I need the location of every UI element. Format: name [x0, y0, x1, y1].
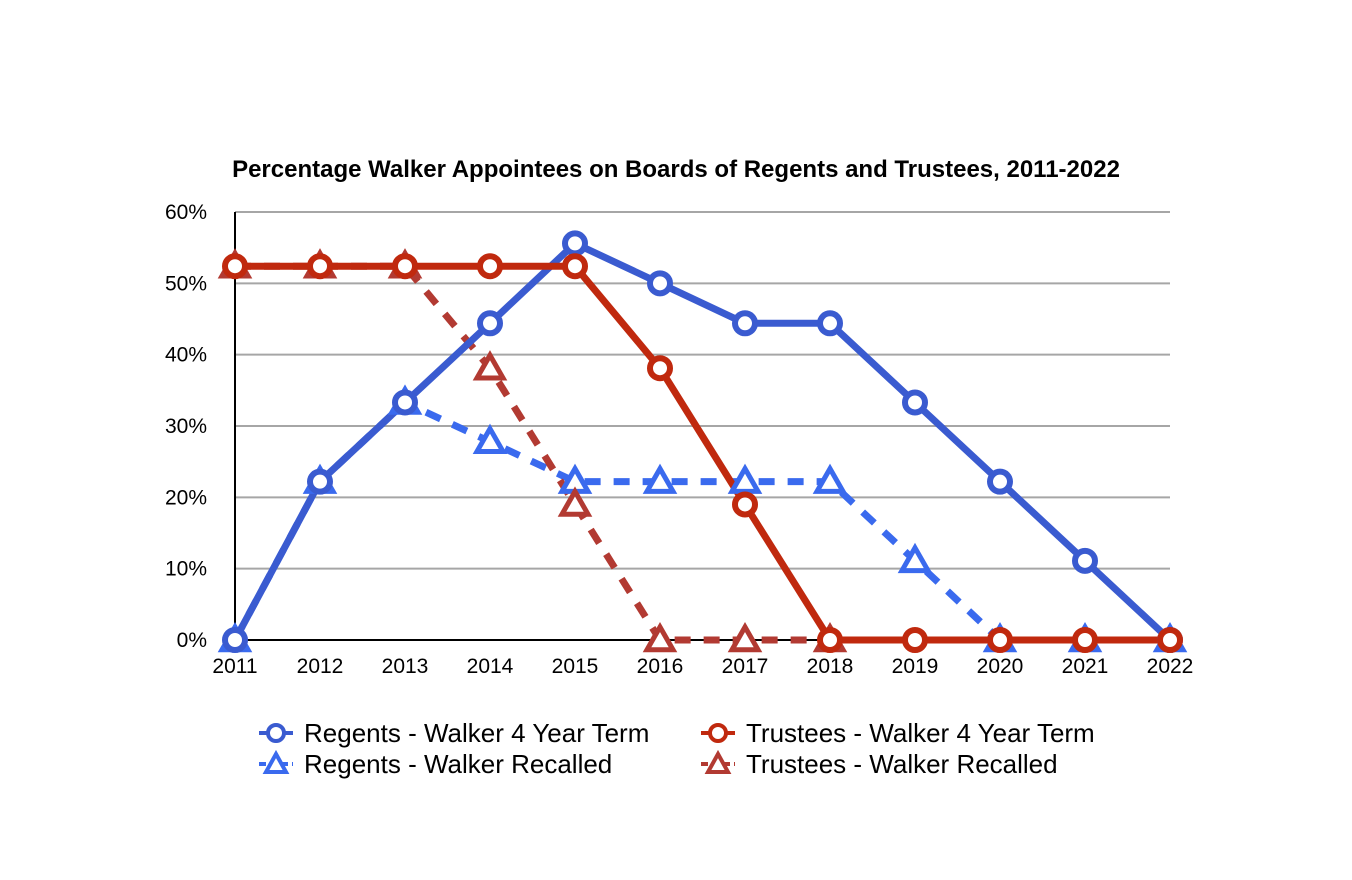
- legend-item-trustees-recalled: Trustees - Walker Recalled: [700, 749, 1095, 780]
- y-tick-label: 50%: [165, 272, 207, 295]
- x-tick-label: 2018: [807, 655, 854, 678]
- legend-item-trustees-4-year-term: Trustees - Walker 4 Year Term: [700, 718, 1095, 749]
- legend-label-regents-recalled: Regents - Walker Recalled: [304, 749, 613, 779]
- legend-item-regents-recalled: Regents - Walker Recalled: [258, 749, 649, 780]
- series-markers: [217, 230, 1188, 653]
- x-tick-label: 2015: [552, 655, 599, 678]
- data-point-trustees-walker-4-year-term: [817, 627, 843, 653]
- data-point-trustees-walker-4-year-term: [307, 253, 333, 280]
- data-point-regents-walker-recalled: [642, 463, 678, 494]
- legend-label-regents-4-year-term: Regents - Walker 4 Year Term: [304, 718, 650, 748]
- data-point-trustees-walker-recalled: [557, 486, 593, 517]
- x-tick-label: 2020: [977, 655, 1024, 678]
- data-point-regents-walker-4-year-term: [987, 468, 1013, 495]
- data-point-regents-walker-recalled: [812, 463, 848, 494]
- x-tick-label: 2016: [637, 655, 684, 678]
- data-point-trustees-walker-4-year-term: [222, 253, 248, 280]
- x-tick-label: 2011: [212, 655, 257, 678]
- legend-swatch-trustees-recalled: [701, 749, 735, 774]
- chart-title: Percentage Walker Appointees on Boards o…: [232, 156, 1120, 183]
- legend-label-trustees-4-year-term: Trustees - Walker 4 Year Term: [746, 718, 1095, 748]
- data-point-trustees-walker-4-year-term: [732, 491, 758, 518]
- data-point-regents-walker-4-year-term: [562, 230, 588, 257]
- series-lines: [231, 239, 1173, 644]
- data-point-regents-walker-4-year-term: [392, 389, 418, 416]
- legend-column-right: Trustees - Walker 4 Year Term Trustees -…: [700, 718, 1095, 780]
- data-point-trustees-walker-4-year-term: [647, 355, 673, 382]
- data-point-regents-walker-recalled: [727, 463, 763, 494]
- x-tick-label: 2021: [1062, 655, 1109, 678]
- x-tick-label: 2014: [467, 655, 514, 678]
- data-point-trustees-walker-4-year-term: [1157, 627, 1183, 653]
- x-tick-label: 2013: [382, 655, 429, 678]
- data-point-trustees-walker-4-year-term: [477, 253, 503, 280]
- x-tick-label: 2012: [297, 655, 344, 678]
- y-tick-label: 30%: [165, 415, 207, 438]
- data-point-trustees-walker-recalled: [472, 350, 508, 381]
- y-axis-tick-labels: 0% 10% 20% 30% 40% 50% 60%: [165, 201, 207, 652]
- data-point-regents-walker-recalled: [472, 423, 508, 454]
- x-tick-label: 2017: [722, 655, 769, 678]
- data-point-trustees-walker-4-year-term: [1072, 627, 1098, 653]
- data-point-trustees-walker-recalled: [642, 621, 678, 653]
- x-tick-label: 2022: [1147, 655, 1194, 678]
- x-tick-label: 2019: [892, 655, 939, 678]
- y-tick-label: 60%: [165, 201, 207, 224]
- x-axis-tick-labels: 2011 2012 2013 2014 2015 2016 2017 2018 2019 2020…: [212, 655, 1193, 678]
- data-point-regents-walker-4-year-term: [647, 270, 673, 297]
- data-point-trustees-walker-4-year-term: [562, 253, 588, 280]
- data-point-regents-walker-4-year-term: [307, 468, 333, 495]
- data-point-trustees-walker-recalled: [727, 621, 763, 653]
- data-point-regents-walker-4-year-term: [1072, 547, 1098, 574]
- legend-column-left: Regents - Walker 4 Year Term Regents - W…: [258, 718, 649, 780]
- data-point-regents-walker-4-year-term: [477, 310, 503, 337]
- data-point-regents-walker-4-year-term: [222, 627, 248, 653]
- legend-item-regents-4-year-term: Regents - Walker 4 Year Term: [258, 718, 649, 749]
- data-point-regents-walker-recalled: [897, 542, 933, 574]
- y-tick-label: 0%: [177, 629, 207, 652]
- data-point-regents-walker-4-year-term: [732, 310, 758, 337]
- legend-swatch-regents-recalled: [259, 749, 293, 774]
- legend-swatch-trustees-4-year-term: [701, 723, 735, 743]
- y-tick-label: 40%: [165, 344, 207, 367]
- data-point-regents-walker-4-year-term: [902, 389, 928, 416]
- y-tick-label: 20%: [165, 486, 207, 509]
- series-line-trustees-walker-4-year-term: [235, 262, 1170, 644]
- data-point-trustees-walker-4-year-term: [902, 627, 928, 653]
- legend-label-trustees-recalled: Trustees - Walker Recalled: [746, 749, 1058, 779]
- legend-swatch-regents-4-year-term: [259, 723, 293, 743]
- data-point-trustees-walker-4-year-term: [392, 253, 418, 280]
- data-point-trustees-walker-4-year-term: [987, 627, 1013, 653]
- data-point-regents-walker-4-year-term: [817, 310, 843, 337]
- series-line-regents-walker-4-year-term: [231, 239, 1173, 643]
- gridlines: [235, 211, 1170, 570]
- y-tick-label: 10%: [165, 558, 207, 581]
